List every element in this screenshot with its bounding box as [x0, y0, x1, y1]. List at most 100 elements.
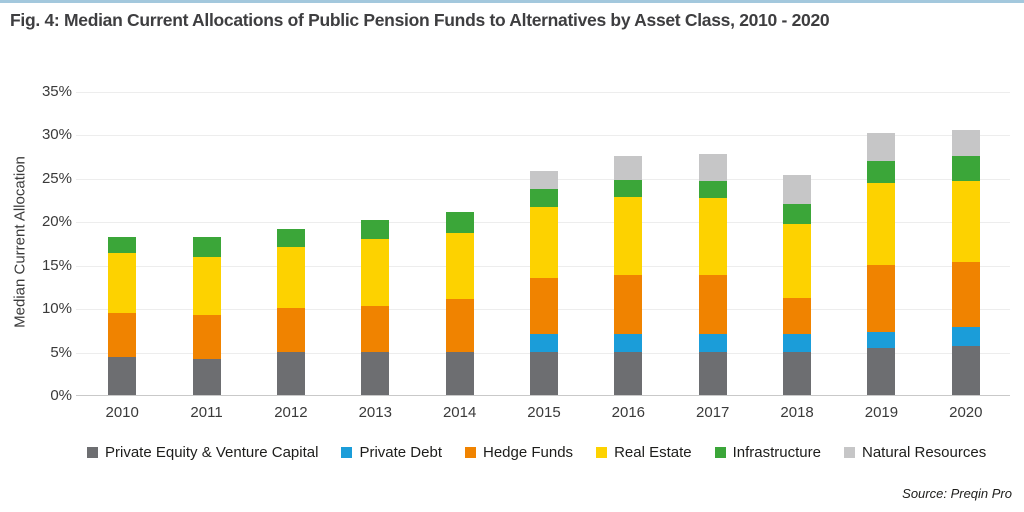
legend-label: Infrastructure	[732, 443, 821, 461]
segment-real-estate	[867, 183, 896, 265]
segment-natural-resources	[529, 170, 558, 190]
legend-label: Natural Resources	[861, 443, 987, 461]
x-tick-label: 2012	[274, 404, 308, 421]
segment-private-equity-venture-capital	[361, 352, 390, 395]
legend-swatch-icon	[87, 446, 98, 458]
segment-infrastructure	[529, 189, 558, 208]
segment-private-equity-venture-capital	[698, 351, 727, 395]
legend-item-private-equity-venture-capital: Private Equity & Venture Capital	[87, 444, 318, 461]
y-tick-label: 20%	[41, 213, 72, 231]
bar-slot-2012	[249, 92, 333, 396]
segment-private-equity-venture-capital	[529, 352, 558, 395]
segment-hedge-funds	[445, 299, 474, 353]
segment-real-estate	[951, 180, 980, 263]
legend-swatch-icon	[714, 446, 726, 458]
x-tick-label: 2010	[105, 404, 139, 421]
segment-private-debt	[698, 334, 727, 352]
stacked-bar-2019	[867, 132, 896, 395]
stacked-bar-2014	[445, 211, 474, 395]
legend-item-hedge-funds: Hedge Funds	[465, 444, 573, 461]
x-tick-labels: 2010 2011 2012 2013 2014 2015 2016 2017 2018 2019…	[80, 404, 1008, 424]
segment-private-equity-venture-capital	[445, 352, 474, 395]
figure-title: Fig. 4: Median Current Allocations of Pu…	[10, 10, 830, 30]
segment-hedge-funds	[108, 313, 137, 357]
legend-label: Private Equity & Venture Capital	[105, 443, 319, 461]
segment-infrastructure	[614, 179, 643, 197]
legend: Private Equity & Venture Capital Private …	[87, 442, 1017, 462]
x-axis-line	[76, 395, 1010, 396]
stacked-bar-2020	[951, 130, 980, 395]
x-tick-label: 2016	[611, 404, 646, 421]
segment-infrastructure	[361, 220, 390, 239]
segment-hedge-funds	[867, 264, 896, 332]
segment-real-estate	[276, 246, 305, 309]
segment-real-estate	[698, 197, 727, 276]
stacked-bar-2016	[614, 156, 643, 395]
bar-slot-2019	[839, 92, 923, 396]
stacked-bar-2012	[276, 229, 305, 395]
segment-hedge-funds	[276, 308, 305, 353]
source-note: Source: Preqin Pro	[902, 486, 1012, 501]
x-tick-label: 2015	[527, 404, 561, 421]
segment-private-debt	[951, 327, 980, 347]
segment-hedge-funds	[192, 315, 221, 359]
legend-swatch-icon	[596, 446, 608, 458]
y-tick-label: 15%	[41, 256, 72, 274]
y-tick-label: 30%	[41, 126, 72, 144]
y-axis-title: Median Current Allocation	[11, 156, 29, 328]
x-tick-label: 2014	[442, 404, 477, 421]
stacked-bar-2013	[361, 220, 390, 395]
segment-real-estate	[192, 256, 221, 316]
segment-infrastructure	[276, 229, 305, 247]
segment-infrastructure	[108, 236, 137, 253]
segment-infrastructure	[192, 236, 221, 257]
segment-infrastructure	[698, 180, 727, 198]
bar-slot-2020	[924, 92, 1008, 396]
segment-hedge-funds	[361, 306, 390, 353]
segment-real-estate	[614, 197, 643, 276]
y-tick-label: 5%	[50, 343, 72, 361]
legend-label: Hedge Funds	[483, 443, 574, 461]
segment-real-estate	[445, 232, 474, 300]
segment-private-equity-venture-capital	[614, 351, 643, 395]
legend-item-private-debt: Private Debt	[341, 444, 442, 461]
x-tick-label: 2020	[949, 404, 983, 421]
legend-swatch-icon	[341, 446, 353, 458]
legend-item-natural-resources: Natural Resources	[843, 443, 987, 461]
legend-item-infrastructure: Infrastructure	[714, 443, 821, 461]
stacked-bar-2015	[529, 170, 558, 395]
x-tick-label: 2013	[358, 404, 392, 421]
x-tick-label: 2017	[696, 404, 730, 421]
segment-real-estate	[529, 207, 558, 278]
segment-private-equity-venture-capital	[108, 356, 137, 395]
legend-label: Real Estate	[614, 443, 692, 461]
y-tick-label: 0%	[50, 387, 72, 404]
segment-infrastructure	[951, 156, 980, 181]
segment-infrastructure	[867, 161, 896, 184]
segment-private-equity-venture-capital	[783, 351, 812, 395]
bar-slot-2014	[417, 92, 501, 396]
bar-slot-2013	[333, 92, 417, 396]
segment-private-debt	[529, 334, 558, 353]
bar-slot-2018	[755, 92, 839, 396]
segment-hedge-funds	[529, 277, 558, 335]
legend-swatch-icon	[843, 446, 855, 458]
top-accent-rule	[0, 0, 1024, 3]
stacked-bar-2017	[698, 154, 727, 395]
bar-slot-2016	[586, 92, 670, 396]
y-tick-label: 10%	[41, 300, 72, 318]
segment-private-debt	[783, 334, 812, 352]
stacked-bar-2010	[108, 236, 137, 395]
segment-natural-resources	[698, 154, 727, 181]
legend-swatch-icon	[465, 446, 476, 458]
stacked-bar-2011	[192, 236, 221, 395]
chart: 0% 5% 10% 15% 20% 25% 30% 35%	[0, 83, 1024, 404]
segment-private-equity-venture-capital	[951, 346, 980, 395]
segment-private-equity-venture-capital	[867, 348, 896, 395]
segment-private-equity-venture-capital	[192, 358, 221, 395]
stacked-bar-2018	[783, 175, 812, 395]
segment-private-equity-venture-capital	[276, 352, 305, 395]
y-tick-label: 35%	[41, 83, 72, 100]
segment-real-estate	[108, 252, 137, 314]
segment-natural-resources	[867, 132, 896, 162]
